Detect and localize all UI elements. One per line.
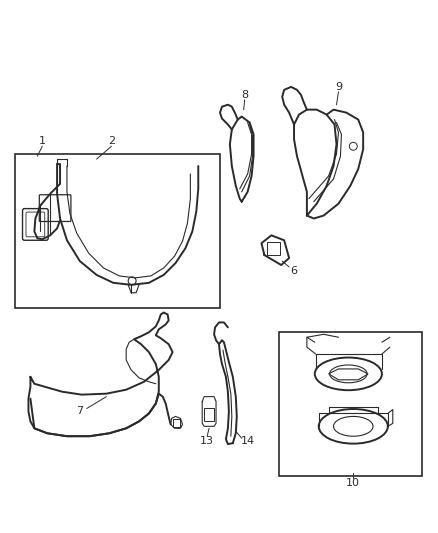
Text: 10: 10	[346, 478, 360, 488]
Text: 8: 8	[240, 90, 247, 100]
Bar	[172, 419, 179, 427]
Text: 9: 9	[334, 82, 341, 92]
Text: 7: 7	[76, 407, 83, 416]
Text: 13: 13	[200, 436, 214, 446]
Bar	[204, 408, 214, 422]
Text: 1: 1	[39, 136, 46, 147]
Bar	[267, 243, 279, 255]
Text: 2: 2	[108, 136, 115, 147]
Text: 6: 6	[290, 266, 297, 276]
Bar	[14, 154, 219, 308]
Text: 14: 14	[240, 436, 254, 446]
Bar	[279, 332, 421, 476]
